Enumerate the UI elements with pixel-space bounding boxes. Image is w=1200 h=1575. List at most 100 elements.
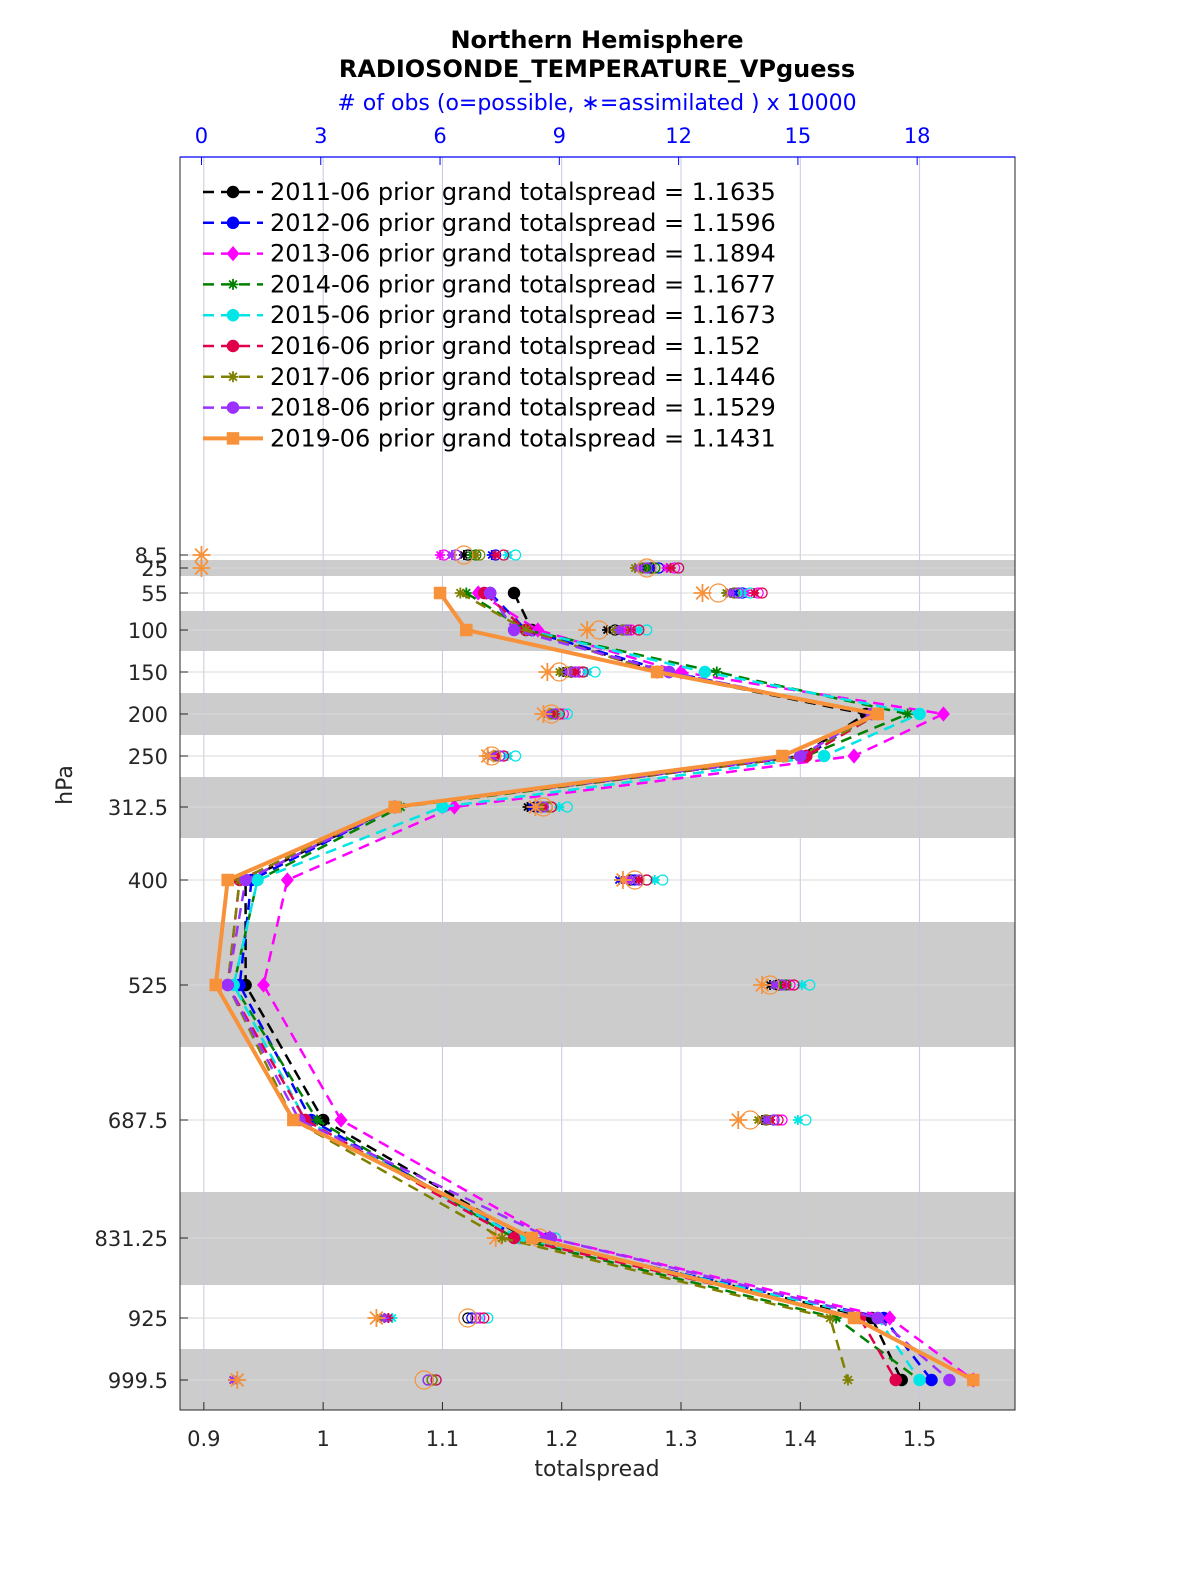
legend-marker: [227, 371, 239, 383]
obs-assimilated-marker: [486, 1229, 505, 1247]
top-axis-ticks: 0 3 6 9 12 15 18: [195, 124, 931, 165]
obs-assimilated-marker: [502, 550, 513, 560]
data-point: [889, 1373, 902, 1387]
top-tick-label: 15: [785, 124, 812, 148]
y-tick-label: 400: [128, 869, 168, 893]
data-point: [251, 873, 264, 887]
obs-assimilated-marker: [502, 751, 513, 761]
data-point: [454, 587, 466, 599]
obs-assimilated-marker: [729, 1111, 748, 1129]
y-tick-label: 999.5: [108, 1369, 168, 1393]
obs-assimilated-marker: [769, 980, 780, 990]
legend-entry: 2019-06 prior grand totalspread = 1.1431: [270, 424, 776, 452]
obs-assimilated-marker: [753, 976, 772, 994]
legend-entry: 2014-06 prior grand totalspread = 1.1677: [270, 270, 776, 298]
obs-assimilated-marker: [478, 747, 497, 765]
legend-entry: 2013-06 prior grand totalspread = 1.1894: [270, 240, 776, 268]
data-point: [507, 623, 521, 637]
data-point: [871, 707, 885, 721]
obs-assimilated-marker: [761, 1115, 772, 1125]
y-tick-label: 831.25: [95, 1227, 168, 1251]
data-point: [525, 1231, 539, 1245]
obs-assimilated-marker: [538, 663, 557, 681]
data-point: [460, 623, 473, 637]
x-tick-label: 1: [316, 1427, 329, 1451]
obs-assimilated-marker: [633, 563, 644, 573]
obs-assimilated-marker: [613, 871, 632, 889]
obs-assimilated-marker: [725, 588, 736, 598]
series-line: [213, 591, 975, 1382]
obs-possible-marker: [482, 1312, 494, 1324]
data-point: [817, 749, 831, 763]
x-tick-label: 1.4: [784, 1427, 817, 1451]
y-tick-label: 25: [141, 557, 168, 581]
data-point: [913, 707, 926, 721]
obs-assimilated-marker: [780, 980, 791, 990]
y-tick-label: 100: [128, 619, 168, 643]
data-point: [943, 1373, 956, 1387]
data-point: [507, 586, 521, 600]
y-axis-label: hPa: [53, 765, 78, 805]
chart-title: Northern Hemisphere: [450, 26, 743, 54]
data-point: [902, 708, 914, 720]
obs-assimilated-marker: [562, 667, 573, 677]
data-point: [239, 873, 252, 887]
obs-possible-marker: [637, 558, 657, 578]
data-point: [871, 1311, 885, 1325]
y-tick-label: 925: [128, 1307, 168, 1331]
data-point: [847, 1311, 861, 1325]
obs-assimilated-marker: [649, 875, 660, 885]
y-tick-label: 250: [128, 745, 168, 769]
legend-marker: [226, 401, 240, 414]
data-point: [311, 1114, 323, 1126]
obs-possible-marker: [478, 1312, 490, 1324]
legend: 2011-06 prior grand totalspread = 1.1635…: [203, 178, 776, 452]
legend-marker: [226, 185, 240, 199]
data-point: [507, 1231, 521, 1245]
obs-assimilated-marker: [458, 550, 469, 560]
top-tick-label: 3: [314, 124, 327, 148]
obs-assimilated-marker: [470, 550, 481, 560]
obs-assimilated-marker: [749, 588, 760, 598]
data-point: [830, 1312, 842, 1324]
series-lines: [209, 585, 980, 1388]
data-point: [433, 586, 447, 600]
obs-assimilated-marker: [693, 584, 712, 602]
obs-assimilated-marker: [554, 802, 565, 812]
x-tick-label: 1.2: [545, 1427, 578, 1451]
data-point: [334, 1112, 348, 1128]
y-tick-label: 687.5: [108, 1109, 168, 1133]
obs-possible-marker: [430, 1374, 442, 1386]
obs-assimilated-marker: [554, 667, 565, 677]
data-point: [531, 622, 545, 638]
data-point: [257, 977, 270, 993]
obs-possible-marker: [454, 545, 474, 565]
legend-marker: [226, 216, 240, 230]
obs-assimilated-marker: [578, 621, 597, 639]
data-point: [460, 587, 472, 599]
obs-possible-marker: [414, 1370, 434, 1390]
data-point: [650, 665, 664, 679]
data-point: [496, 1232, 508, 1244]
band: [180, 611, 1015, 651]
legend-entry: 2011-06 prior grand totalspread = 1.1635: [270, 178, 776, 206]
data-point: [794, 749, 807, 763]
observation-count-markers: [192, 545, 816, 1390]
data-point: [776, 749, 789, 763]
x-tick-label: 1.5: [903, 1427, 936, 1451]
chart-subtitle: RADIOSONDE_TEMPERATURE_VPguess: [339, 55, 855, 83]
x-axis-label: totalspread: [534, 1457, 659, 1482]
top-tick-label: 12: [665, 124, 692, 148]
obs-assimilated-marker: [526, 798, 545, 816]
data-point: [883, 1310, 897, 1326]
legend-entry: 2015-06 prior grand totalspread = 1.1673: [270, 301, 776, 329]
obs-assimilated-marker: [665, 563, 676, 573]
obs-assimilated-marker: [367, 1309, 386, 1327]
obs-assimilated-marker: [625, 625, 636, 635]
top-axis-label: # of obs (o=possible, ∗=assimilated ) x …: [337, 91, 856, 116]
obs-assimilated-marker: [228, 1371, 247, 1389]
data-point: [280, 872, 294, 888]
x-tick-label: 1.1: [426, 1427, 459, 1451]
data-point: [847, 748, 861, 764]
